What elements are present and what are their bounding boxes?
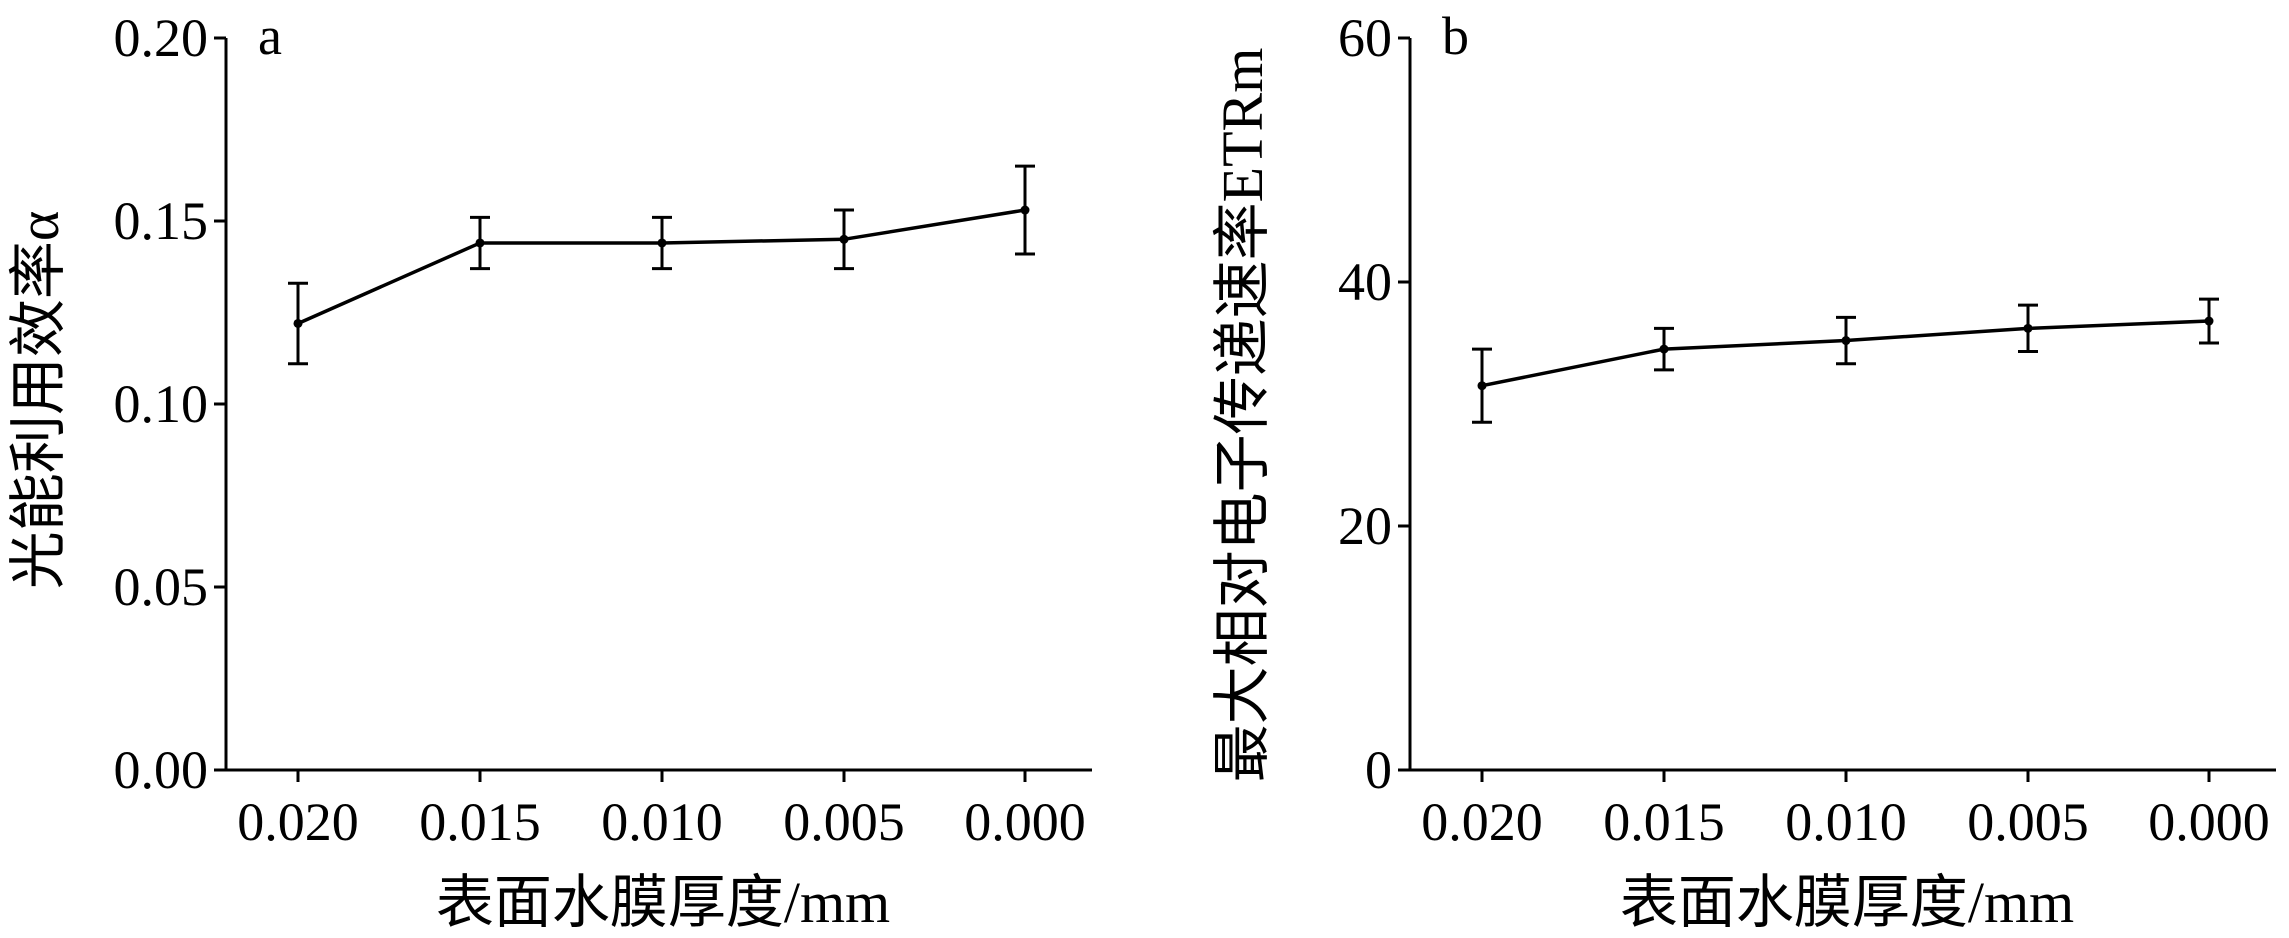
panel-b-y-axis-title: 最大相对电子传递速率ETRm (1210, 48, 1275, 783)
panel-a-data-point (293, 318, 303, 328)
panel-b-chart: b 最大相对电子传递速率ETRm 表面水膜厚度/mm 0 20 40 60 0.020 0… (1210, 6, 2276, 935)
panel-a-letter: a (258, 6, 282, 66)
panel-a-x-tick-label: 0.010 (601, 792, 723, 852)
panel-a-y-axis-title: 光能利用效率α (6, 211, 71, 589)
panel-a-x-tick-label: 0.015 (419, 792, 541, 852)
panel-b-x-tick-label: 0.005 (1967, 792, 2089, 852)
panel-b-y-tick-label: 40 (1338, 252, 1392, 312)
panel-b-data-point (2023, 323, 2033, 333)
panel-b-data-point (1477, 381, 1487, 391)
panel-a-y-tick-label: 0.10 (114, 374, 209, 434)
panel-b-y-tick-label: 0 (1365, 740, 1392, 800)
panel-a-data-point (1020, 205, 1030, 215)
panel-a-x-tick-label: 0.000 (964, 792, 1086, 852)
panel-b-data-point (1659, 344, 1669, 354)
panel-a-y-tick-label: 0.15 (114, 191, 209, 251)
panel-a-x-tick-label: 0.005 (783, 792, 905, 852)
panel-a-data-point (475, 238, 485, 248)
panel-b-letter: b (1442, 6, 1469, 66)
panel-a-y-tick-label: 0.20 (114, 8, 209, 68)
panel-b-data-point (2204, 316, 2214, 326)
panel-a-y-tick-label: 0.05 (114, 557, 209, 617)
panel-a-data-point (839, 234, 849, 244)
panel-b-y-tick-label: 60 (1338, 8, 1392, 68)
panel-b-y-tick-label: 20 (1338, 496, 1392, 556)
panel-a-x-tick-label: 0.020 (237, 792, 359, 852)
panel-b-x-tick-label: 0.015 (1603, 792, 1725, 852)
panel-a-y-tick-label: 0.00 (114, 740, 209, 800)
panel-b-x-tick-label: 0.000 (2148, 792, 2270, 852)
panel-b-x-tick-label: 0.010 (1785, 792, 1907, 852)
panel-a-x-axis-title: 表面水膜厚度/mm (436, 870, 890, 935)
panel-b-x-axis-title: 表面水膜厚度/mm (1620, 870, 2074, 935)
panel-b-x-tick-label: 0.020 (1421, 792, 1543, 852)
panel-a-data-point (657, 238, 667, 248)
panel-b-data-point (1841, 336, 1851, 346)
panel-a-chart: a 光能利用效率α 表面水膜厚度/mm 0.00 0.05 0.10 0.15 0.20… (6, 6, 1092, 935)
